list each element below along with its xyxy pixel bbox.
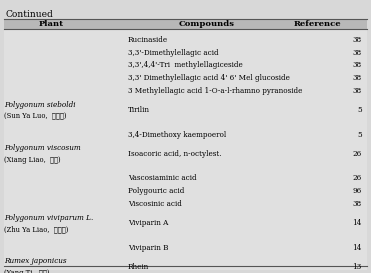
Text: Rucinaside: Rucinaside — [128, 36, 168, 44]
Text: Rumex japonicus: Rumex japonicus — [4, 257, 67, 265]
Text: Polygonum viviparum L.: Polygonum viviparum L. — [4, 214, 94, 222]
Text: (Xiang Liao,  香蓼): (Xiang Liao, 香蓼) — [4, 156, 61, 164]
Bar — [4, 29, 367, 270]
Text: 3,3',4,4'-Tri  methylellagiceside: 3,3',4,4'-Tri methylellagiceside — [128, 61, 243, 69]
Text: 13: 13 — [352, 263, 362, 271]
Text: 14: 14 — [352, 244, 362, 252]
Text: Polygouric acid: Polygouric acid — [128, 187, 184, 195]
Text: 26: 26 — [352, 174, 362, 182]
Text: Vascosiaminic acid: Vascosiaminic acid — [128, 174, 197, 182]
Text: Tirilin: Tirilin — [128, 106, 150, 114]
Text: 38: 38 — [352, 200, 362, 208]
Text: 14: 14 — [352, 219, 362, 227]
Text: 3,3' Dimethylellagic acid 4' 6' Mel glucoside: 3,3' Dimethylellagic acid 4' 6' Mel gluc… — [128, 74, 290, 82]
Text: 96: 96 — [352, 187, 362, 195]
Text: Rhein: Rhein — [128, 263, 149, 271]
Text: Viscosinic acid: Viscosinic acid — [128, 200, 182, 208]
Text: 3,3'-Dimethylellagic acid: 3,3'-Dimethylellagic acid — [128, 49, 219, 57]
Text: Viviparin B: Viviparin B — [128, 244, 168, 252]
Text: 5: 5 — [357, 131, 362, 139]
Text: 38: 38 — [352, 61, 362, 69]
Text: (Yang Ti,  羊蹄): (Yang Ti, 羊蹄) — [4, 269, 50, 273]
Text: 38: 38 — [352, 36, 362, 44]
Text: 38: 38 — [352, 74, 362, 82]
Text: 38: 38 — [352, 49, 362, 57]
Text: Isoacoric acid, n-octylest.: Isoacoric acid, n-octylest. — [128, 150, 221, 158]
Text: 3,4-Dimethoxy kaempoerol: 3,4-Dimethoxy kaempoerol — [128, 131, 226, 139]
Text: (Sun Ya Luo,  虎杖草): (Sun Ya Luo, 虎杖草) — [4, 112, 67, 120]
Text: 38: 38 — [352, 87, 362, 95]
Text: Polygonum viscosum: Polygonum viscosum — [4, 144, 81, 152]
Text: (Zhu Ya Liao,  珠芽蓼): (Zhu Ya Liao, 珠芽蓼) — [4, 225, 69, 233]
Text: Viviparin A: Viviparin A — [128, 219, 168, 227]
Text: Reference: Reference — [294, 20, 341, 28]
Text: Compounds: Compounds — [179, 20, 235, 28]
Text: 3 Methylellagic acid 1-O-a-l-rhamno pyranoside: 3 Methylellagic acid 1-O-a-l-rhamno pyra… — [128, 87, 302, 95]
Text: Polygonum sieboldi: Polygonum sieboldi — [4, 101, 76, 109]
Text: Plant: Plant — [39, 20, 64, 28]
Text: 5: 5 — [357, 106, 362, 114]
Text: 26: 26 — [352, 150, 362, 158]
Text: Continued: Continued — [6, 10, 53, 19]
Bar — [4, 19, 367, 29]
